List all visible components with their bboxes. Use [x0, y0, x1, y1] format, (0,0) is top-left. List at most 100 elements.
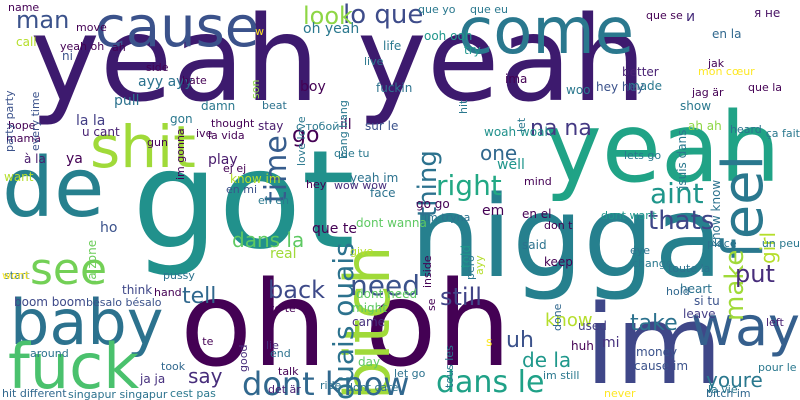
- word: mind: [524, 175, 552, 188]
- word: ya: [66, 151, 83, 167]
- word: fuck: [8, 330, 140, 400]
- word: tous les: [443, 345, 456, 388]
- word: youre: [706, 368, 763, 392]
- word: beat: [262, 99, 287, 112]
- word: aint: [650, 177, 704, 210]
- word: money: [636, 345, 678, 359]
- word: dans le: [436, 365, 545, 400]
- word: back: [268, 276, 326, 304]
- word: fuckin: [376, 81, 413, 95]
- word: ive: [196, 127, 213, 140]
- word: said: [522, 238, 547, 252]
- word: yeah: [545, 92, 781, 204]
- word: jsuis dans: [675, 129, 689, 189]
- word: с тобой: [296, 120, 340, 133]
- word: every time: [29, 91, 42, 151]
- word: la vida: [208, 129, 245, 142]
- word: si te: [190, 335, 214, 348]
- word: still: [440, 283, 482, 311]
- word: keep: [544, 255, 573, 269]
- word: ho: [100, 220, 118, 236]
- word: cause im: [634, 359, 689, 373]
- word: live: [364, 55, 384, 68]
- word: ah: [112, 41, 126, 54]
- word: time: [259, 135, 294, 203]
- word: pull: [114, 93, 140, 109]
- word: know im: [230, 172, 281, 186]
- word: que se: [646, 9, 683, 22]
- word: que te: [312, 221, 357, 237]
- word: look: [303, 2, 353, 30]
- word: damn: [201, 99, 236, 113]
- word: hey hey: [596, 80, 644, 94]
- word: hit different: [2, 387, 67, 400]
- word: sur le: [365, 119, 399, 133]
- word: woo: [566, 83, 591, 97]
- word: hope: [8, 119, 36, 132]
- word: dont need: [356, 287, 418, 301]
- word: mi: [602, 335, 620, 351]
- word: took: [161, 360, 186, 373]
- word: si tu: [694, 294, 720, 308]
- word: start: [4, 269, 30, 282]
- word: u cant: [82, 125, 120, 139]
- word: ej ej: [223, 162, 247, 175]
- word: pour le: [758, 361, 797, 374]
- word: man: [16, 6, 70, 34]
- word: de: [2, 141, 105, 236]
- word: came: [352, 315, 386, 329]
- word: im: [585, 281, 723, 400]
- word: uh: [506, 328, 534, 353]
- word: thought: [211, 117, 255, 130]
- word: around: [30, 347, 69, 360]
- word: que la: [748, 81, 783, 94]
- word: real: [270, 246, 297, 262]
- word: need: [350, 269, 420, 302]
- word: ride: [320, 379, 342, 392]
- word: s: [486, 335, 493, 349]
- word: oh oh: [180, 255, 512, 393]
- word: try: [464, 43, 481, 57]
- word: go go: [416, 197, 450, 211]
- word: det är: [268, 383, 301, 396]
- word: say: [188, 364, 223, 388]
- word: dont want: [601, 209, 657, 222]
- word: put: [735, 260, 775, 288]
- word: dont wanna: [356, 216, 427, 230]
- word: yeah oh: [60, 40, 105, 53]
- word: ça fait: [765, 127, 800, 140]
- word: son: [249, 79, 262, 99]
- word: jak: [708, 57, 725, 70]
- word: want: [4, 170, 34, 184]
- word: em: [482, 203, 505, 219]
- word: na na: [530, 116, 592, 141]
- word: yeah yeah: [30, 0, 647, 128]
- word: en mi: [226, 183, 258, 196]
- word: hate: [182, 74, 207, 87]
- word: thats: [648, 206, 715, 236]
- word: que yo: [418, 3, 456, 16]
- word: im gonna: [174, 128, 187, 180]
- word: boy: [300, 79, 326, 95]
- word: cest pas: [170, 387, 216, 400]
- word: oh yeah: [303, 21, 360, 37]
- word: dont know: [242, 365, 410, 400]
- word: play: [208, 152, 238, 168]
- word: dont care: [346, 381, 399, 394]
- word: change: [632, 257, 673, 270]
- word: give: [350, 245, 374, 258]
- word: que tu: [334, 147, 370, 160]
- word: let go: [394, 367, 426, 380]
- word: de la: [522, 348, 572, 372]
- word: ima: [505, 72, 528, 86]
- word: en el: [522, 207, 552, 221]
- word: mon cœur: [698, 65, 755, 78]
- word: un peu: [761, 237, 800, 250]
- word: might: [352, 301, 387, 315]
- word: im tryna: [424, 211, 471, 224]
- word: done: [551, 303, 564, 331]
- word: wow wow: [334, 179, 387, 192]
- word: en la: [712, 27, 742, 41]
- word: yeah im: [350, 171, 399, 185]
